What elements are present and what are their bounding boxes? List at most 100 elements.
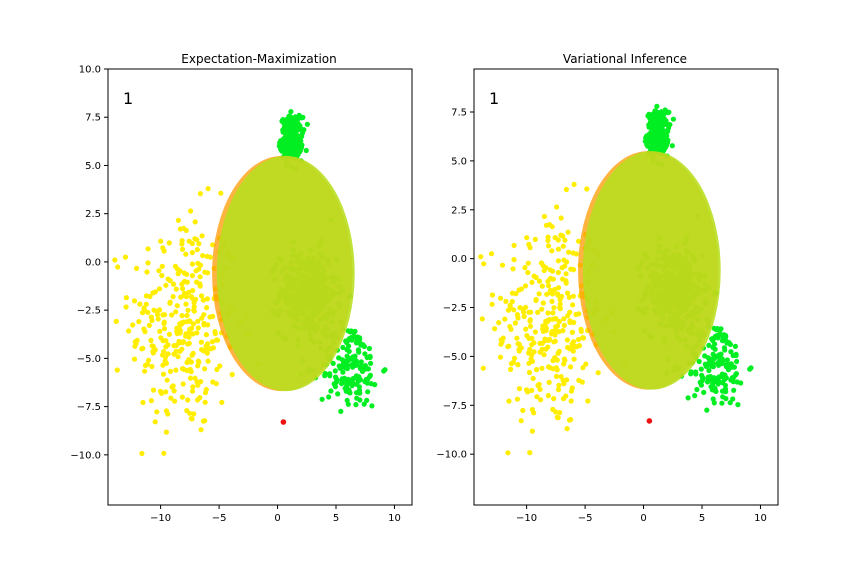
y-tick-label: −10.0 <box>436 450 467 461</box>
data-point <box>713 388 719 394</box>
data-point <box>583 361 589 367</box>
y-tick-label: −7.5 <box>77 402 101 413</box>
data-point <box>189 325 195 331</box>
data-point <box>658 135 664 141</box>
data-point <box>564 337 571 343</box>
data-point <box>659 130 665 136</box>
data-point <box>341 358 348 364</box>
data-point <box>181 290 188 296</box>
data-point <box>218 190 224 196</box>
data-point <box>554 367 560 373</box>
data-point <box>177 268 183 274</box>
y-tick-label: −5.0 <box>77 354 101 365</box>
data-point <box>163 408 169 414</box>
data-point <box>365 389 371 395</box>
data-point <box>554 414 560 420</box>
data-point <box>122 254 129 260</box>
data-point <box>195 325 201 331</box>
data-point <box>202 418 208 424</box>
data-point <box>560 243 566 249</box>
data-point <box>748 365 754 371</box>
data-point <box>506 556 511 561</box>
data-point <box>185 397 191 403</box>
data-point <box>492 326 498 332</box>
data-point <box>539 306 545 312</box>
data-point <box>304 121 310 127</box>
axes-frame <box>473 68 779 506</box>
data-point <box>569 329 576 335</box>
data-point <box>503 298 509 304</box>
data-point <box>140 345 146 351</box>
data-point <box>724 357 730 363</box>
data-point <box>649 135 655 141</box>
data-point <box>568 388 575 394</box>
data-point <box>666 125 672 131</box>
data-point <box>362 379 368 385</box>
data-point <box>191 308 197 314</box>
data-point <box>511 307 517 313</box>
data-point <box>665 137 671 143</box>
data-point <box>167 368 174 374</box>
data-point <box>202 390 209 396</box>
plot-area <box>73 109 388 457</box>
data-point <box>169 312 175 318</box>
data-point <box>196 266 202 272</box>
data-point <box>197 274 203 280</box>
data-point <box>719 338 726 344</box>
data-point <box>725 362 732 368</box>
data-point <box>161 321 167 327</box>
data-point <box>712 346 718 352</box>
data-point <box>293 135 299 141</box>
data-point <box>547 276 553 282</box>
data-point <box>73 295 78 300</box>
data-point <box>479 316 485 322</box>
data-point <box>173 342 179 349</box>
data-point <box>529 387 535 393</box>
data-point <box>343 362 349 368</box>
data-point <box>522 283 529 289</box>
axes-frame <box>107 68 413 506</box>
data-point <box>514 396 521 402</box>
data-point <box>170 281 177 287</box>
data-point <box>580 335 586 341</box>
data-point <box>327 373 333 379</box>
component-ellipse <box>216 155 355 392</box>
y-tick-label: 0.0 <box>451 254 467 265</box>
data-point <box>357 340 364 347</box>
data-point <box>488 251 495 257</box>
data-point <box>497 354 504 360</box>
data-point <box>555 258 562 264</box>
data-point <box>574 344 580 350</box>
data-point <box>728 349 734 355</box>
data-point <box>167 277 173 284</box>
data-point <box>545 283 552 289</box>
data-point <box>571 267 577 273</box>
data-point <box>175 354 181 360</box>
data-point <box>575 336 582 343</box>
data-point <box>181 279 187 285</box>
data-point <box>563 393 569 399</box>
data-point <box>703 363 709 369</box>
data-point <box>189 261 195 267</box>
data-point <box>197 395 203 401</box>
data-point <box>160 312 166 318</box>
data-point <box>510 359 516 365</box>
data-point <box>557 306 563 312</box>
data-point <box>287 135 293 141</box>
y-tick-label: 5.0 <box>85 161 101 172</box>
data-point <box>149 317 155 324</box>
data-point <box>293 147 299 153</box>
data-point <box>146 322 152 328</box>
data-point <box>565 229 571 235</box>
data-point <box>719 380 726 386</box>
data-point <box>159 263 165 269</box>
data-point <box>722 372 728 378</box>
data-point <box>189 388 196 394</box>
data-point <box>173 309 179 315</box>
data-point <box>554 204 560 210</box>
data-point <box>718 351 724 357</box>
data-point <box>533 274 539 281</box>
data-point <box>558 215 564 221</box>
data-point <box>132 339 138 345</box>
data-point <box>553 373 560 379</box>
